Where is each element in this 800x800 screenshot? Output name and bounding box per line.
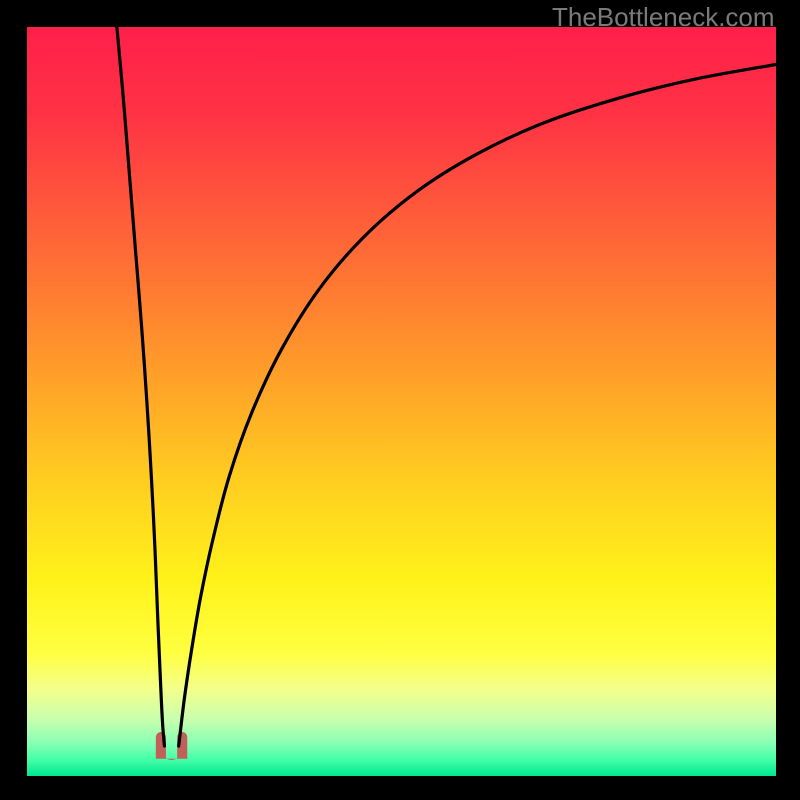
curve-right-branch [179,64,776,746]
curve-left-branch [117,27,165,746]
watermark-text: TheBottleneck.com [552,2,775,33]
bottleneck-curve-layer [27,27,776,776]
optimal-marker [156,732,187,760]
